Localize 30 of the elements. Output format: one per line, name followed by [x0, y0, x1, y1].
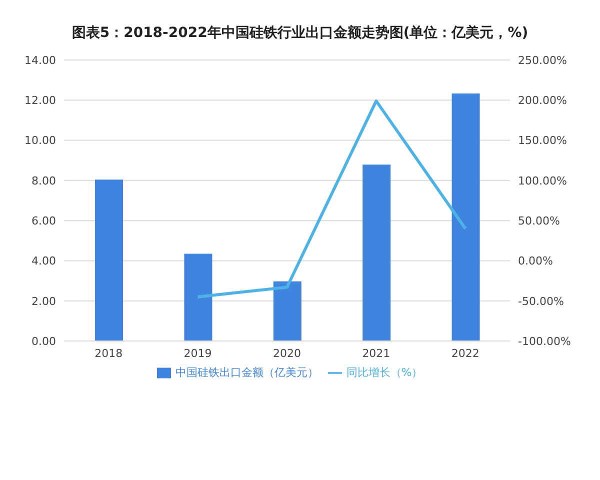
- y-tick-label: 4.00: [32, 254, 56, 268]
- y2-tick-label: 150.00%: [518, 134, 567, 148]
- legend-label: 同比增长（%）: [346, 366, 423, 379]
- bar: [273, 281, 302, 341]
- x-tick-label: 2019: [184, 346, 212, 360]
- y-tick-label: 8.00: [32, 174, 56, 188]
- x-tick-label: 2021: [362, 346, 390, 360]
- bar: [362, 164, 391, 341]
- y2-tick-label: 50.00%: [518, 214, 560, 228]
- bar: [95, 180, 123, 341]
- y2-tick-label: 100.00%: [518, 174, 567, 188]
- y-tick-label: 12.00: [24, 94, 56, 108]
- legend-label: 中国硅铁出口金额（亿美元）: [175, 366, 318, 379]
- y2-tick-label: 0.00%: [518, 254, 553, 268]
- y2-tick-label: -50.00%: [518, 294, 564, 308]
- bar: [452, 94, 480, 341]
- y-tick-label: 6.00: [32, 214, 56, 228]
- bar: [184, 254, 212, 341]
- y-tick-label: 14.00: [24, 54, 56, 67]
- x-tick-label: 2022: [451, 346, 480, 360]
- y-tick-label: 10.00: [24, 134, 56, 148]
- x-tick-label: 2020: [273, 346, 301, 360]
- y-tick-label: 2.00: [32, 294, 56, 308]
- line-series: [196, 99, 467, 298]
- x-tick-label: 2018: [94, 346, 123, 360]
- y2-tick-label: 200.00%: [518, 94, 567, 108]
- chart-title: 图表5：2018-2022年中国硅铁行业出口金额走势图(单位：亿美元，%): [70, 24, 530, 42]
- y2-tick-label: 250.00%: [518, 54, 567, 67]
- y-tick-label: 0.00: [32, 334, 56, 348]
- y2-tick-label: -100.00%: [518, 334, 571, 348]
